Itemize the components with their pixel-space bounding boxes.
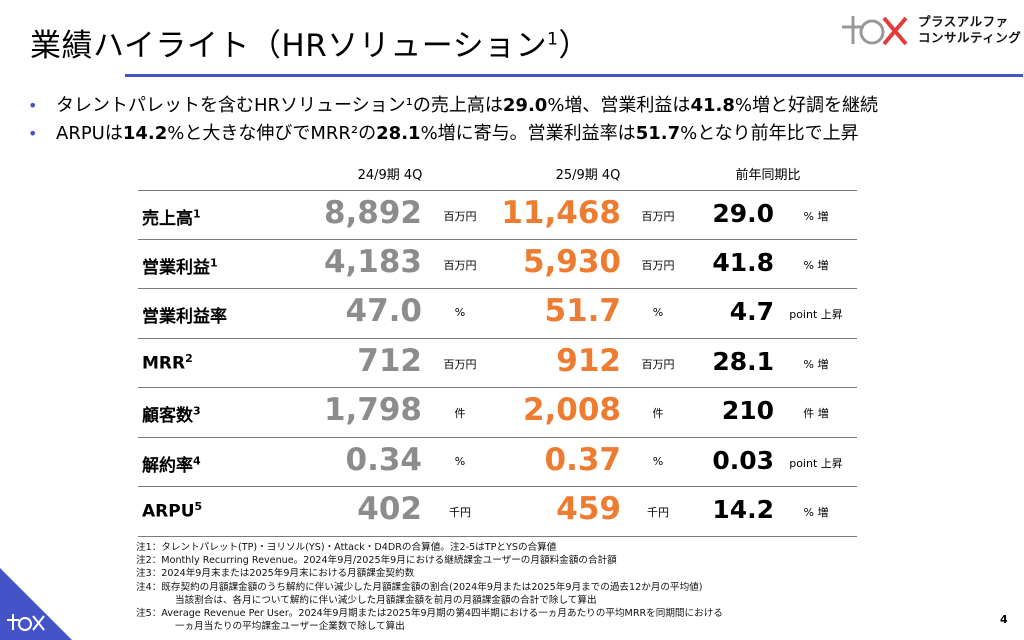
footnote: 注5：Average Revenue Per User。2024年9月期または2… bbox=[136, 608, 723, 620]
prev-unit: 件 bbox=[454, 407, 466, 420]
row-divider bbox=[138, 437, 857, 438]
curr-value: 51.7 bbox=[544, 293, 622, 329]
corner-logo-icon bbox=[0, 568, 72, 640]
prev-value: 4,183 bbox=[323, 244, 422, 280]
curr-value: 459 bbox=[556, 491, 621, 527]
prev-value: 0.34 bbox=[345, 442, 423, 478]
bullet-item: タレントパレットを含むHRソリューション¹の売上高は29.0%増、営業利益は41… bbox=[28, 92, 878, 120]
company-logo: プラスアルファ コンサルティング bbox=[838, 10, 1022, 50]
table-row: 営業利益率 47.0 % 51.7 % 4.7 point 上昇 bbox=[138, 288, 857, 336]
curr-value: 2,008 bbox=[522, 392, 621, 428]
curr-unit: 百万円 bbox=[641, 259, 675, 272]
footnote: 注3：2024年9月末または2025年9月末における月額課金契約数 bbox=[136, 568, 415, 580]
prev-value: 47.0 bbox=[345, 293, 423, 329]
title-underline bbox=[125, 74, 1023, 77]
prev-unit: % bbox=[454, 306, 466, 319]
metric-label: 営業利益率 bbox=[142, 307, 227, 327]
footnote: 注1：タレントパレット(TP)・ヨリソル(YS)・Attack・D4DRの合算値… bbox=[136, 542, 557, 553]
table-row: ARPU5 402 千円 459 千円 14.2 % 増 bbox=[138, 486, 857, 534]
prev-value: 8,892 bbox=[323, 195, 422, 231]
yoy-value: 0.03 bbox=[712, 446, 774, 475]
yoy-value: 29.0 bbox=[712, 199, 774, 228]
table-bottom-rule bbox=[138, 536, 857, 537]
metric-label: MRR2 bbox=[142, 352, 193, 374]
prev-value: 712 bbox=[357, 343, 422, 379]
curr-unit: % bbox=[652, 306, 664, 319]
footnote: 当該割合は、各月について解約に伴い減少した月額課金額を前月の月額課金額の合計で除… bbox=[175, 594, 597, 606]
logo-text: プラスアルファ コンサルティング bbox=[918, 14, 1022, 45]
curr-unit: % bbox=[652, 455, 664, 468]
curr-value: 11,468 bbox=[501, 195, 621, 231]
yoy-value: 14.2 bbox=[712, 495, 774, 524]
curr-value: 912 bbox=[556, 343, 621, 379]
page-title: 業績ハイライト（HRソリューション1） bbox=[30, 28, 590, 64]
curr-unit: 百万円 bbox=[641, 358, 675, 371]
yoy-value: 41.8 bbox=[712, 248, 774, 277]
bullet-item: ARPUは14.2%と大きな伸びでMRR²の28.1%増に寄与。営業利益率は51… bbox=[28, 120, 878, 148]
prev-unit: 百万円 bbox=[443, 259, 477, 272]
yoy-value: 4.7 bbox=[729, 297, 774, 326]
prev-value: 402 bbox=[357, 491, 422, 527]
yoy-unit: % 増 bbox=[803, 259, 829, 272]
prev-unit: % bbox=[454, 455, 466, 468]
yoy-unit: % 増 bbox=[803, 358, 829, 371]
row-divider bbox=[138, 486, 857, 487]
curr-unit: 件 bbox=[652, 407, 664, 420]
metric-label: 売上高1 bbox=[142, 207, 201, 229]
header-yoy: 前年同期比 bbox=[735, 168, 801, 183]
header-curr-period: 25/9期 4Q bbox=[555, 168, 621, 183]
row-divider bbox=[138, 387, 857, 388]
footnote: 一ヵ月当たりの平均課金ユーザー企業数で除して算出 bbox=[175, 621, 405, 633]
metric-label: ARPU5 bbox=[142, 500, 203, 522]
yoy-unit: 件 増 bbox=[803, 407, 829, 420]
yoy-value: 28.1 bbox=[712, 347, 774, 376]
metric-label: 解約率4 bbox=[142, 454, 201, 476]
yoy-unit: % 増 bbox=[803, 210, 829, 223]
logo-mark-icon bbox=[842, 16, 908, 46]
table-row: MRR2 712 百万円 912 百万円 28.1 % 増 bbox=[138, 338, 857, 386]
row-divider bbox=[138, 338, 857, 339]
curr-value: 0.37 bbox=[544, 442, 622, 478]
summary-bullets: タレントパレットを含むHRソリューション¹の売上高は29.0%増、営業利益は41… bbox=[28, 92, 878, 148]
header-prev-period: 24/9期 4Q bbox=[357, 168, 423, 183]
curr-value: 5,930 bbox=[522, 244, 621, 280]
curr-unit: 千円 bbox=[647, 506, 669, 519]
row-divider bbox=[138, 190, 857, 191]
table-row: 解約率4 0.34 % 0.37 % 0.03 point 上昇 bbox=[138, 437, 857, 485]
metric-label: 営業利益1 bbox=[142, 256, 218, 278]
page-number: 4 bbox=[1000, 613, 1008, 626]
row-divider bbox=[138, 239, 857, 240]
table-row: 顧客数3 1,798 件 2,008 件 210 件 増 bbox=[138, 387, 857, 435]
prev-unit: 百万円 bbox=[443, 210, 477, 223]
yoy-value: 210 bbox=[721, 396, 774, 425]
curr-unit: 百万円 bbox=[641, 210, 675, 223]
footnote: 注2：Monthly Recurring Revenue。2024年9月/202… bbox=[136, 555, 617, 567]
row-divider bbox=[138, 288, 857, 289]
yoy-unit: point 上昇 bbox=[789, 457, 843, 470]
prev-unit: 千円 bbox=[449, 506, 471, 519]
footnotes: 注1：タレントパレット(TP)・ヨリソル(YS)・Attack・D4DRの合算値… bbox=[136, 541, 723, 633]
table-row: 売上高1 8,892 百万円 11,468 百万円 29.0 % 増 bbox=[138, 190, 857, 238]
yoy-unit: point 上昇 bbox=[789, 308, 843, 321]
footnote: 注4：既存契約の月額課金額のうち解約に伴い減少した月額課金額の割合(2024年9… bbox=[136, 581, 703, 593]
yoy-unit: % 増 bbox=[803, 506, 829, 519]
table-row: 営業利益1 4,183 百万円 5,930 百万円 41.8 % 増 bbox=[138, 239, 857, 287]
metric-label: 顧客数3 bbox=[142, 404, 201, 426]
prev-unit: 百万円 bbox=[443, 358, 477, 371]
prev-value: 1,798 bbox=[323, 392, 422, 428]
